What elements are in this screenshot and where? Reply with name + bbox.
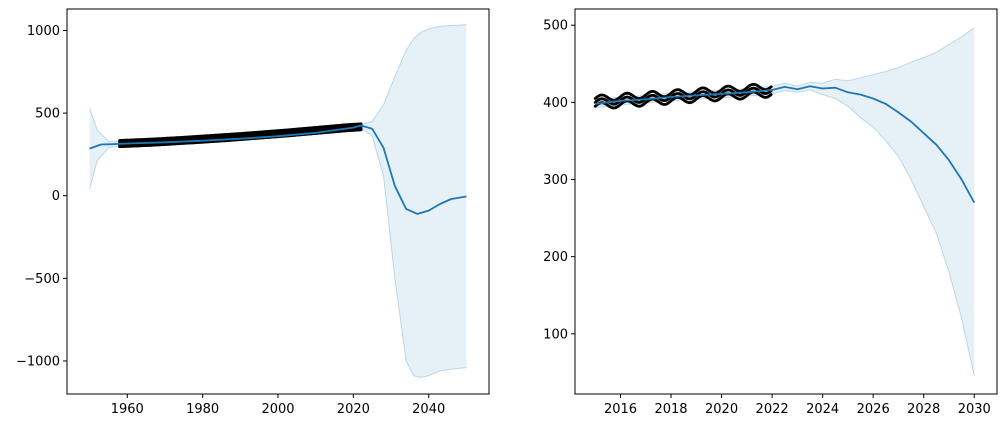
axes-frame: [574, 8, 998, 395]
x-tick-label: 2020: [337, 402, 370, 417]
y-tick-label: 0: [52, 189, 60, 204]
x-tick-label: 2024: [806, 402, 839, 417]
y-tick-label: 400: [543, 96, 568, 111]
x-tick-label: 2028: [907, 402, 940, 417]
y-tick-label: 100: [543, 327, 568, 342]
uncertainty-band: [595, 27, 975, 377]
chart-panel-1: 1960 1980 2000 2020 2040 −1000 −500 0 500 1000: [16, 8, 490, 417]
forecast-line: [595, 85, 976, 204]
uncertainty-band: [89, 24, 467, 378]
observed-points: [118, 122, 363, 149]
x-tick-label: 2022: [756, 402, 789, 417]
y-tick-label: 1000: [27, 24, 60, 39]
y-tick-label: 500: [35, 107, 60, 122]
y-tick-label: 200: [543, 250, 568, 265]
forecast-line: [89, 124, 467, 215]
x-tick-label: 2026: [857, 402, 890, 417]
observed-point: [769, 93, 773, 96]
y-tick-label: −500: [24, 272, 60, 287]
band-upper-edge: [595, 27, 975, 101]
y-tick-label: 300: [543, 173, 568, 188]
observed-point: [769, 85, 773, 89]
chart-panel-2: 2016 2018 2020 2022 2024 2026 2028 2030 100 200 30…: [543, 8, 998, 417]
x-tick-label: 2000: [261, 402, 294, 417]
x-tick-label: 1960: [111, 402, 144, 417]
y-tick-label: −1000: [16, 354, 60, 369]
y-tick-label: 500: [543, 19, 568, 34]
x-tick-label: 2018: [654, 402, 687, 417]
x-tick-label: 2020: [705, 402, 738, 417]
x-tick-label: 2040: [412, 402, 445, 417]
x-tick-label: 1980: [186, 402, 219, 417]
x-tick-label: 2016: [604, 402, 637, 417]
x-tick-label: 2030: [958, 402, 991, 417]
